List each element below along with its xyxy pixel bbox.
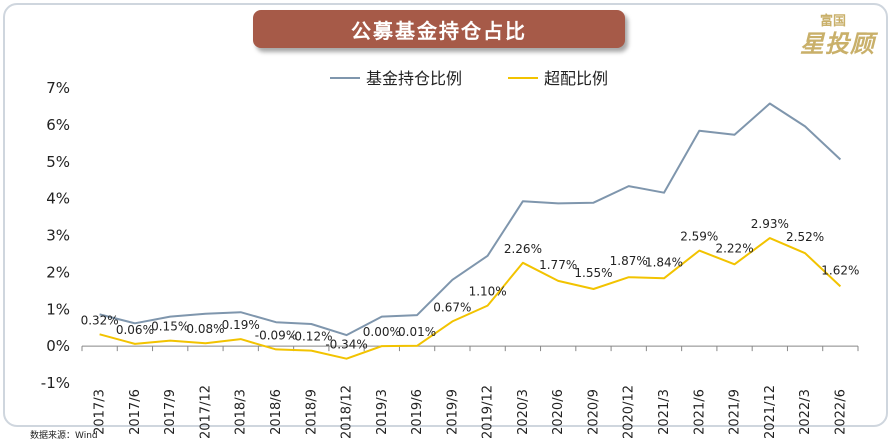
x-tick-label: 2017/6 xyxy=(128,389,143,435)
y-axis: 7% 6% 5% 4% 3% 2% 1% 0% -1% xyxy=(41,79,70,392)
x-tick-label: 2020/12 xyxy=(622,385,637,439)
data-label: 0.01% xyxy=(398,325,436,339)
chart-frame xyxy=(3,3,888,427)
y-tick-label: 5% xyxy=(46,153,70,171)
x-tick-label: 2022/3 xyxy=(798,389,813,435)
data-label: 0.67% xyxy=(433,300,471,314)
series-group xyxy=(99,102,842,360)
data-label: 0.06% xyxy=(116,323,154,337)
legend-label: 超配比例 xyxy=(544,69,608,88)
logo-main-text: 星投顾 xyxy=(800,30,875,58)
data-label: 1.84% xyxy=(645,255,683,269)
x-tick-label: 2020/3 xyxy=(516,389,531,435)
x-tick-label: 2020/6 xyxy=(551,389,566,435)
y-tick-label: 4% xyxy=(46,190,70,208)
data-label: 2.22% xyxy=(715,241,753,255)
y-tick-label: 1% xyxy=(46,300,70,318)
x-tick-label: 2019/12 xyxy=(481,385,496,439)
data-label: 1.55% xyxy=(574,266,612,280)
data-label: 2.26% xyxy=(504,242,542,256)
data-label: 1.10% xyxy=(469,285,507,299)
x-tick-label: 2019/6 xyxy=(410,389,425,435)
y-tick-label: 7% xyxy=(46,79,70,97)
legend: 基金持仓比例 超配比例 xyxy=(330,69,608,88)
series-line-overweight xyxy=(99,237,842,360)
data-label: 1.77% xyxy=(539,258,577,272)
y-tick-label: 6% xyxy=(46,116,70,134)
data-label: 2.93% xyxy=(751,217,789,231)
brand-logo: 富国 星投顾 xyxy=(790,10,886,58)
x-tick-label: 2022/6 xyxy=(833,389,848,435)
y-tick-label: -1% xyxy=(41,374,70,392)
data-label: 0.15% xyxy=(151,320,189,334)
series-line-fund-holding xyxy=(99,102,842,337)
x-tick-label: 2017/12 xyxy=(198,385,213,439)
x-tick-label: 2021/6 xyxy=(692,389,707,435)
legend-label: 基金持仓比例 xyxy=(366,69,462,88)
x-tick-label: 2017/9 xyxy=(163,389,178,435)
x-tick-label: 2019/9 xyxy=(445,389,460,435)
data-label: -0.09% xyxy=(255,328,297,342)
data-label: 2.59% xyxy=(680,230,718,244)
x-tick-label: 2018/3 xyxy=(234,389,249,435)
x-tick-label: 2021/12 xyxy=(763,385,778,439)
x-tick-label: 2021/9 xyxy=(728,389,743,435)
x-tick-label: 2018/12 xyxy=(340,385,355,439)
data-label: -0.12% xyxy=(290,330,332,344)
data-source: 数据来源：Wind xyxy=(30,431,98,441)
data-label: -0.34% xyxy=(325,338,367,352)
x-tick-label: 2020/9 xyxy=(586,389,601,435)
chart-title: 公募基金持仓占比 xyxy=(253,10,625,48)
x-tick-label: 2018/6 xyxy=(269,389,284,435)
data-label: 0.32% xyxy=(81,313,119,327)
data-label: 0.08% xyxy=(186,322,224,336)
data-label: 0.00% xyxy=(363,325,401,339)
data-label: 0.19% xyxy=(222,318,260,332)
data-labels: 0.32%0.06%0.15%0.08%0.19%-0.09%-0.12%-0.… xyxy=(81,217,860,352)
y-tick-label: 3% xyxy=(46,227,70,245)
x-tick-label: 2018/9 xyxy=(304,389,319,435)
x-tick-label: 2017/3 xyxy=(93,389,108,435)
data-label: 1.87% xyxy=(610,254,648,268)
logo-top-text: 富国 xyxy=(820,14,847,29)
x-axis: 2017/3 2017/6 2017/9 2017/12 2018/3 2018/6 201… xyxy=(81,345,859,439)
y-tick-label: 0% xyxy=(46,337,70,355)
y-tick-label: 2% xyxy=(46,263,70,281)
x-tick-label: 2019/3 xyxy=(375,389,390,435)
x-tick-label: 2021/3 xyxy=(657,389,672,435)
data-label: 2.52% xyxy=(786,230,824,244)
data-label: 1.62% xyxy=(821,263,859,277)
